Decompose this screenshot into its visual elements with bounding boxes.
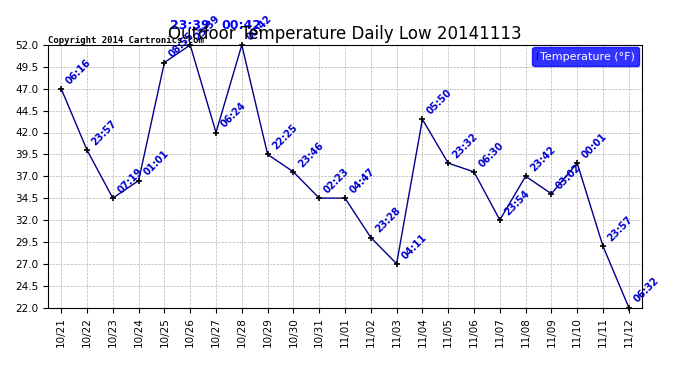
Text: 23:57: 23:57: [606, 214, 635, 243]
Text: 23:32: 23:32: [451, 131, 480, 160]
Text: 06:32: 06:32: [631, 276, 660, 305]
Text: 22:25: 22:25: [270, 123, 299, 152]
Text: Copyright 2014 Cartronics.com: Copyright 2014 Cartronics.com: [48, 36, 204, 45]
Text: 23:39: 23:39: [193, 13, 222, 42]
Text: 01:01: 01:01: [141, 149, 170, 178]
Text: 05:50: 05:50: [425, 88, 454, 117]
Text: 06:24: 06:24: [219, 101, 248, 130]
Text: 00:42: 00:42: [221, 19, 262, 32]
Text: 00:42: 00:42: [244, 13, 273, 42]
Text: 23:42: 23:42: [529, 144, 558, 174]
Title: Outdoor Temperature Daily Low 20141113: Outdoor Temperature Daily Low 20141113: [168, 26, 522, 44]
Legend: Temperature (°F): Temperature (°F): [533, 47, 640, 66]
Text: 07:19: 07:19: [116, 166, 145, 195]
Text: 08:55: 08:55: [167, 31, 196, 60]
Text: 06:16: 06:16: [64, 57, 93, 86]
Text: 03:02: 03:02: [554, 162, 583, 191]
Text: 04:11: 04:11: [400, 232, 428, 261]
Text: 06:30: 06:30: [477, 140, 506, 169]
Text: 02:23: 02:23: [322, 166, 351, 195]
Text: 00:01: 00:01: [580, 131, 609, 160]
Text: 23:54: 23:54: [502, 188, 531, 217]
Text: 23:57: 23:57: [90, 118, 119, 147]
Text: 23:39: 23:39: [170, 19, 210, 32]
Text: 23:28: 23:28: [373, 206, 403, 235]
Text: 04:47: 04:47: [348, 166, 377, 195]
Text: 23:46: 23:46: [296, 140, 325, 169]
